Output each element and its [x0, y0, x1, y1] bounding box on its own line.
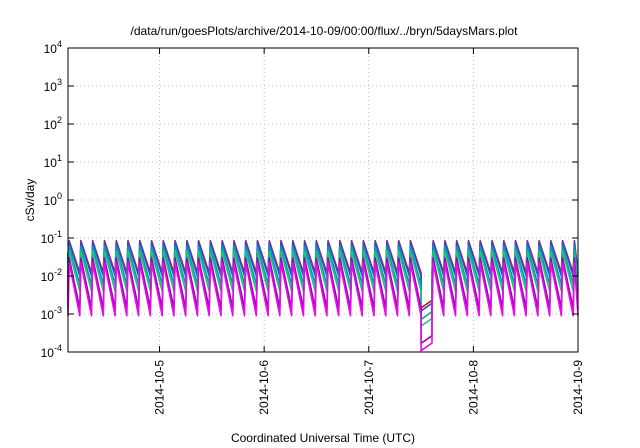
x-tick-label: 2014-10-8 [466, 360, 480, 415]
x-tick-label: 2014-10-7 [362, 360, 376, 415]
y-tick-label: 10-3 [41, 305, 62, 322]
x-tick-label: 2014-10-9 [571, 360, 585, 415]
y-tick-label: 104 [44, 39, 62, 56]
chart-title: /data/run/goesPlots/archive/2014-10-09/0… [131, 24, 519, 38]
y-tick-label: 10-2 [41, 267, 62, 284]
series-line-6 [67, 262, 579, 352]
y-tick-label: 10-4 [41, 343, 62, 360]
x-tick-label: 2014-10-5 [153, 360, 167, 415]
y-tick-label: 100 [44, 191, 62, 208]
x-tick-label: 2014-10-6 [257, 360, 271, 415]
x-axis-label: Coordinated Universal Time (UTC) [231, 431, 415, 445]
y-axis-label: cSv/day [23, 179, 37, 222]
y-tick-label: 102 [44, 115, 62, 132]
y-tick-label: 103 [44, 77, 62, 94]
series-lines [67, 239, 579, 352]
y-tick-label: 10-1 [41, 229, 62, 246]
y-axis-ticks: 10-4 10-3 10-2 10-1 100 101 102 103 104 [41, 39, 578, 360]
y-tick-label: 101 [44, 153, 62, 170]
x-axis-ticks: 2014-10-5 2014-10-6 2014-10-7 2014-10-8 2014… [153, 48, 585, 415]
